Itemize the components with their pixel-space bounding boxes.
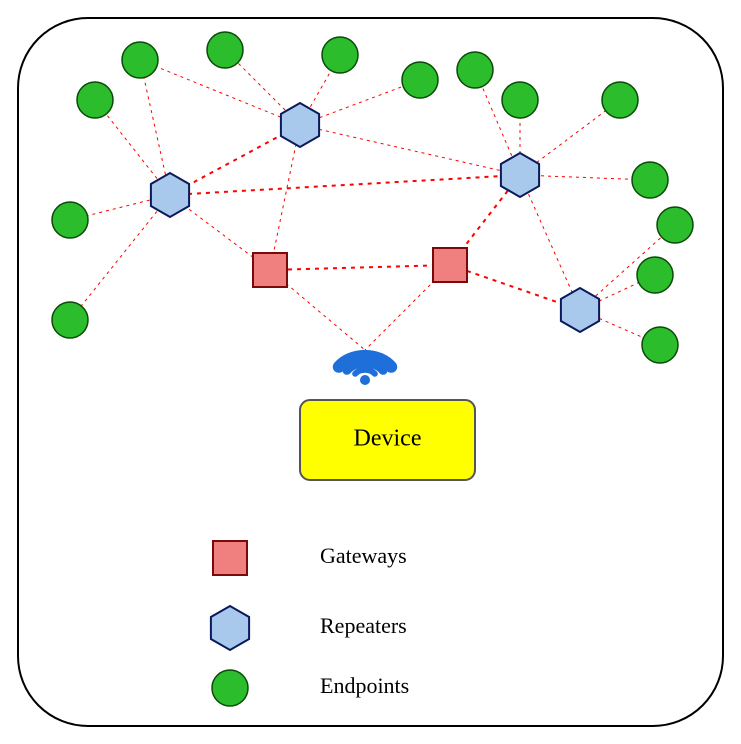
legend-label-repeater: Repeaters <box>320 613 407 638</box>
endpoint-node <box>77 82 113 118</box>
repeater-node <box>151 173 189 217</box>
device-label: Device <box>354 426 422 452</box>
legend-label-endpoint: Endpoints <box>320 673 409 698</box>
endpoint-node <box>322 37 358 73</box>
endpoint-node <box>642 327 678 363</box>
endpoint-node <box>502 82 538 118</box>
endpoint-node <box>402 62 438 98</box>
diagram-stage: Device Gateways Repeaters Endpoints <box>0 0 741 744</box>
gateway-node <box>253 253 287 287</box>
endpoint-node <box>52 202 88 238</box>
repeater-node <box>501 153 539 197</box>
gateway-node <box>433 248 467 282</box>
gateway-node <box>213 541 247 575</box>
endpoint-node <box>52 302 88 338</box>
endpoint-node <box>632 162 668 198</box>
legend-label-gateway: Gateways <box>320 543 407 568</box>
endpoint-node <box>122 42 158 78</box>
endpoint-node <box>637 257 673 293</box>
diagram-svg: Device Gateways Repeaters Endpoints <box>0 0 741 744</box>
repeater-node <box>211 606 249 650</box>
endpoint-node <box>602 82 638 118</box>
repeater-node <box>281 103 319 147</box>
endpoint-node <box>207 32 243 68</box>
endpoint-node <box>212 670 248 706</box>
endpoint-node <box>457 52 493 88</box>
repeater-node <box>561 288 599 332</box>
endpoint-node <box>657 207 693 243</box>
